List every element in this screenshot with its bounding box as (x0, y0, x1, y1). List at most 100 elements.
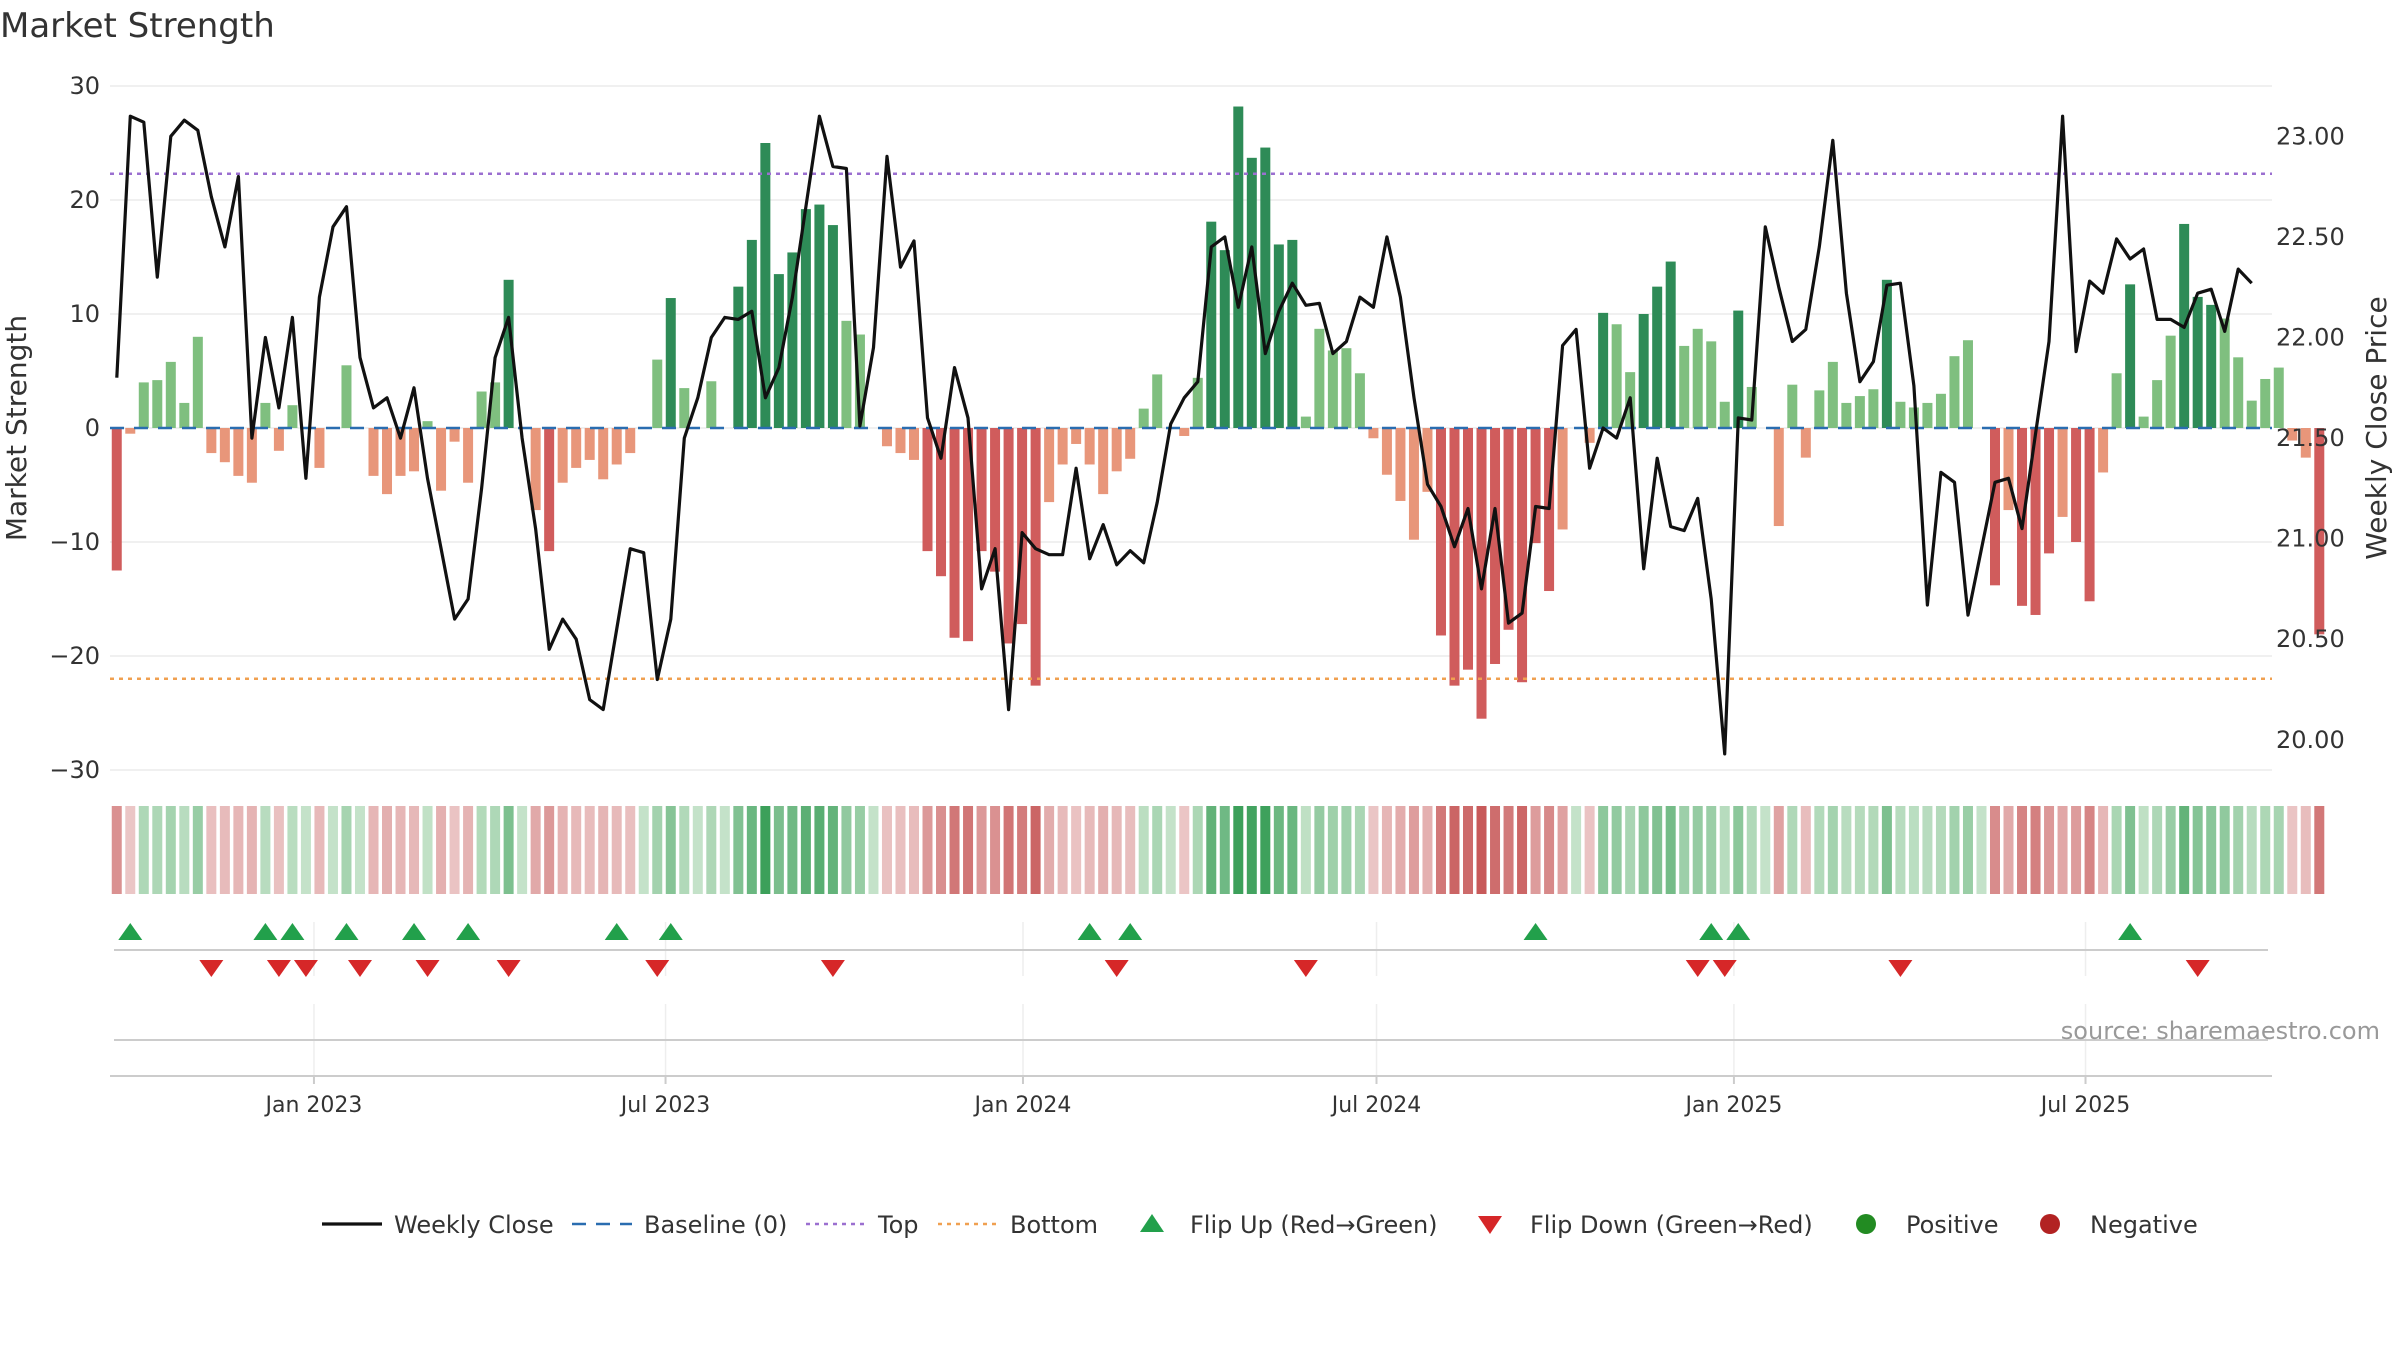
heat-strip (111, 806, 2325, 894)
strength-bar (1935, 393, 1946, 428)
strength-bar (2260, 378, 2271, 428)
flip-up-marker (280, 923, 305, 940)
legend-label: Bottom (1010, 1211, 1098, 1239)
heat-cell (800, 806, 811, 894)
strength-bar (1652, 286, 1663, 428)
heat-cell (1989, 806, 2000, 894)
legend-label: Baseline (0) (644, 1211, 787, 1239)
heat-cell (260, 806, 271, 894)
strength-bar (1260, 147, 1271, 428)
strength-bar (733, 286, 744, 428)
strength-bar (1017, 428, 1028, 625)
strength-bar (1152, 374, 1163, 428)
strength-bar (544, 428, 555, 552)
heat-cell (1584, 806, 1595, 894)
flip-up-marker (658, 923, 683, 940)
legend-negative-swatch (2040, 1214, 2060, 1234)
strength-bar (111, 428, 122, 571)
strength-bar (476, 391, 487, 428)
strength-bar (422, 421, 433, 428)
strength-bar (246, 428, 257, 483)
strength-bar (287, 405, 298, 428)
strength-bar (179, 402, 190, 428)
y2-axis-label: Weekly Close Price (2360, 296, 2393, 559)
flip-down-marker (415, 960, 440, 977)
heat-cell (490, 806, 501, 894)
heat-cell (111, 806, 122, 894)
heat-cell (1435, 806, 1446, 894)
x-tick-label: Jan 2023 (264, 1093, 363, 1118)
strength-bar (1044, 428, 1055, 503)
strength-bar (665, 298, 676, 428)
strength-bar (1476, 428, 1487, 719)
x-tick-label: Jul 2024 (1330, 1093, 1422, 1118)
heat-cell (1179, 806, 1190, 894)
heat-cell (1030, 806, 1041, 894)
strength-bar (1922, 402, 1933, 428)
heat-cell (1949, 806, 1960, 894)
x-tick-label: Jul 2025 (2039, 1093, 2131, 1118)
heat-cell (246, 806, 257, 894)
strength-bar (827, 225, 838, 428)
strength-bar (463, 428, 474, 483)
heat-cell (827, 806, 838, 894)
heat-cell (2057, 806, 2068, 894)
heat-cell (787, 806, 798, 894)
flip-down-marker (347, 960, 372, 977)
y2-tick-label: 21.00 (2276, 525, 2345, 553)
strength-bar (1138, 408, 1149, 428)
heat-cell (1368, 806, 1379, 894)
heat-cell (192, 806, 203, 894)
strength-bar (1233, 106, 1244, 429)
strength-bar (1030, 428, 1041, 686)
strength-bar (1381, 428, 1392, 475)
strength-bar (706, 381, 717, 428)
strength-bar (1611, 324, 1622, 428)
strength-bar (1638, 314, 1649, 428)
strength-bar (1125, 428, 1136, 459)
heat-cell (1760, 806, 1771, 894)
heat-cell (1787, 806, 1798, 894)
strength-bar (773, 274, 784, 428)
strength-bar (908, 428, 919, 460)
heat-cell (1233, 806, 1244, 894)
heat-cell (476, 806, 487, 894)
strength-bar (273, 428, 284, 451)
heat-cell (1260, 806, 1271, 894)
strength-bar (1314, 328, 1325, 428)
heat-cell (2044, 806, 2055, 894)
strength-bar (1057, 428, 1068, 465)
heat-cell (1017, 806, 1028, 894)
heat-cell (773, 806, 784, 894)
heat-cell (1354, 806, 1365, 894)
heat-cell (1300, 806, 1311, 894)
heat-cell (1273, 806, 1284, 894)
legend-flip-down-swatch (1478, 1216, 1502, 1234)
heat-cell (2233, 806, 2244, 894)
heat-cell (1463, 806, 1474, 894)
heat-cell (949, 806, 960, 894)
strength-bar (2152, 380, 2163, 428)
heat-cell (1935, 806, 1946, 894)
heat-cell (1152, 806, 1163, 894)
heat-cell (841, 806, 852, 894)
strength-bar (1584, 428, 1595, 443)
heat-cell (895, 806, 906, 894)
strength-bar (2003, 428, 2014, 511)
flip-down-marker (820, 960, 845, 977)
strength-bar (2017, 428, 2028, 606)
strength-bar (1800, 428, 1811, 458)
heat-cell (517, 806, 528, 894)
heat-cell (1746, 806, 1757, 894)
y2-tick-label: 22.50 (2276, 223, 2345, 251)
heat-cell (1246, 806, 1257, 894)
heat-cell (1868, 806, 1879, 894)
heat-cell (1827, 806, 1838, 894)
heat-cell (327, 806, 338, 894)
y-axis-label: Market Strength (0, 315, 33, 541)
strength-bar (206, 428, 217, 454)
strength-bar (2314, 428, 2325, 635)
grid-layer (110, 85, 2272, 1076)
strength-bar (1219, 250, 1230, 428)
source-text: source: sharemaestro.com (2061, 1017, 2380, 1045)
